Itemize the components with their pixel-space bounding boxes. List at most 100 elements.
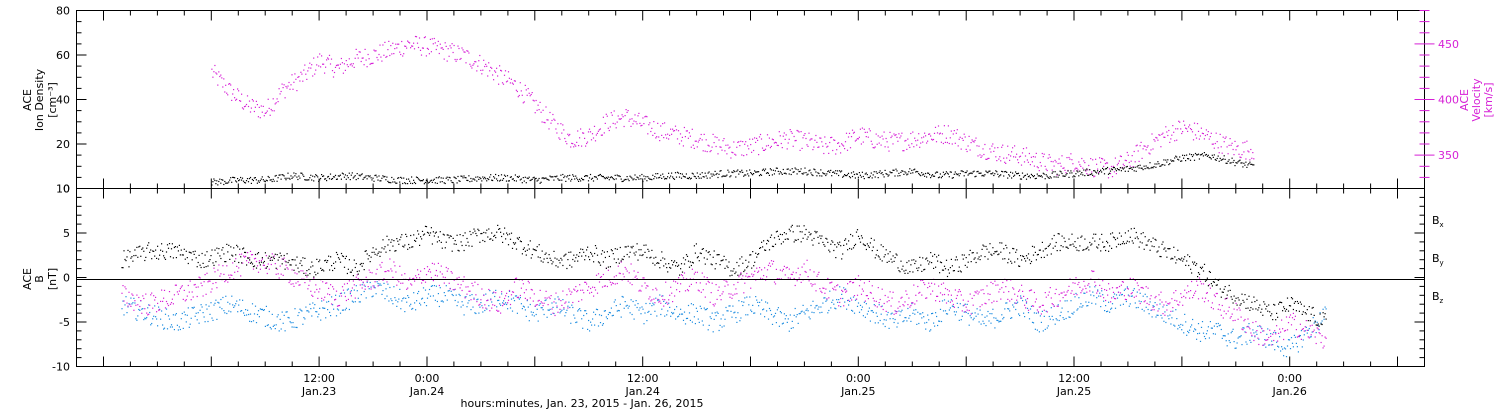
by-point xyxy=(581,318,583,320)
by-point xyxy=(200,304,202,306)
bx-point xyxy=(150,249,152,251)
by-point xyxy=(1126,286,1128,288)
density-point xyxy=(1184,154,1186,157)
density-point xyxy=(688,176,690,179)
density-point xyxy=(559,179,561,181)
velocity-point xyxy=(1045,168,1047,170)
bx-point xyxy=(301,264,303,267)
bz-point xyxy=(193,284,195,286)
by-point xyxy=(1314,320,1316,322)
density-point xyxy=(1039,175,1041,177)
density-point xyxy=(1210,158,1212,160)
density-point xyxy=(343,176,345,178)
bz-point xyxy=(636,278,638,280)
bz-point xyxy=(609,281,611,283)
velocity-point xyxy=(1137,150,1139,152)
bz-point xyxy=(928,282,930,284)
density-point xyxy=(424,181,426,184)
density-point xyxy=(731,171,733,173)
velocity-point xyxy=(921,137,923,139)
bz-point xyxy=(738,276,740,278)
bx-point xyxy=(189,251,191,254)
density-point xyxy=(334,174,337,176)
bz-point xyxy=(647,285,649,287)
by-point xyxy=(1098,295,1100,297)
by-point xyxy=(269,326,271,329)
density-point xyxy=(1235,162,1237,164)
velocity-point xyxy=(1009,159,1011,161)
bz-point xyxy=(568,288,570,290)
velocity-point xyxy=(377,59,379,61)
bz-point xyxy=(1307,336,1309,338)
by-point xyxy=(1272,344,1274,346)
density-point xyxy=(583,179,585,181)
density-point xyxy=(256,182,258,184)
density-point xyxy=(255,179,257,181)
bz-point xyxy=(1231,313,1233,315)
bz-point xyxy=(1029,289,1032,291)
density-point xyxy=(972,171,974,173)
bz-point xyxy=(399,265,401,267)
velocity-point xyxy=(1094,175,1096,177)
bz-point xyxy=(297,281,299,283)
bz-point xyxy=(489,310,491,312)
velocity-point xyxy=(787,142,789,144)
bx-point xyxy=(469,230,471,233)
density-point xyxy=(344,174,346,176)
bx-point xyxy=(337,257,340,259)
bz-point xyxy=(471,282,473,284)
velocity-point xyxy=(361,57,363,59)
bx-point xyxy=(541,250,543,252)
by-point xyxy=(537,320,539,322)
velocity-point xyxy=(314,73,316,75)
bz-point xyxy=(981,304,983,306)
density-point xyxy=(242,180,245,182)
velocity-point xyxy=(481,73,483,75)
density-point xyxy=(564,175,566,177)
density-point xyxy=(1079,170,1081,172)
bz-point xyxy=(1279,328,1281,330)
by-point xyxy=(416,300,418,302)
velocity-point xyxy=(583,132,585,134)
bz-point xyxy=(1139,302,1141,305)
by-point xyxy=(846,308,848,310)
velocity-point xyxy=(437,40,439,42)
by-point xyxy=(443,292,445,294)
velocity-point xyxy=(855,139,857,141)
density-point xyxy=(640,178,642,180)
density-point xyxy=(376,176,378,178)
bx-point xyxy=(171,243,173,245)
by-point xyxy=(1207,326,1209,328)
bx-point xyxy=(537,256,539,258)
velocity-point xyxy=(1044,165,1046,167)
by-point xyxy=(1060,311,1062,313)
bz-point xyxy=(1240,316,1242,318)
bz-point xyxy=(757,271,759,273)
bz-point xyxy=(1263,330,1265,332)
bz-point xyxy=(1043,309,1045,311)
velocity-point xyxy=(1105,162,1108,164)
density-point xyxy=(217,184,219,186)
bx-point xyxy=(176,246,178,248)
velocity-point xyxy=(1091,171,1093,173)
velocity-point xyxy=(657,122,659,124)
density-point xyxy=(630,176,632,178)
bz-point xyxy=(311,294,313,296)
bz-point xyxy=(394,265,396,267)
velocity-point xyxy=(688,132,690,134)
density-point xyxy=(865,172,867,174)
density-point xyxy=(537,179,539,181)
density-point xyxy=(1197,153,1200,155)
by-point xyxy=(1000,320,1002,322)
by-point xyxy=(171,326,173,328)
bz-point xyxy=(1317,328,1319,330)
bz-point xyxy=(1115,287,1118,289)
bz-point xyxy=(375,273,377,275)
bz-point xyxy=(794,284,796,287)
by-point xyxy=(299,308,301,310)
bz-point xyxy=(185,299,187,301)
bz-point xyxy=(1228,306,1230,308)
by-point xyxy=(788,330,790,332)
bz-point xyxy=(887,296,889,298)
bz-point xyxy=(1314,336,1316,338)
